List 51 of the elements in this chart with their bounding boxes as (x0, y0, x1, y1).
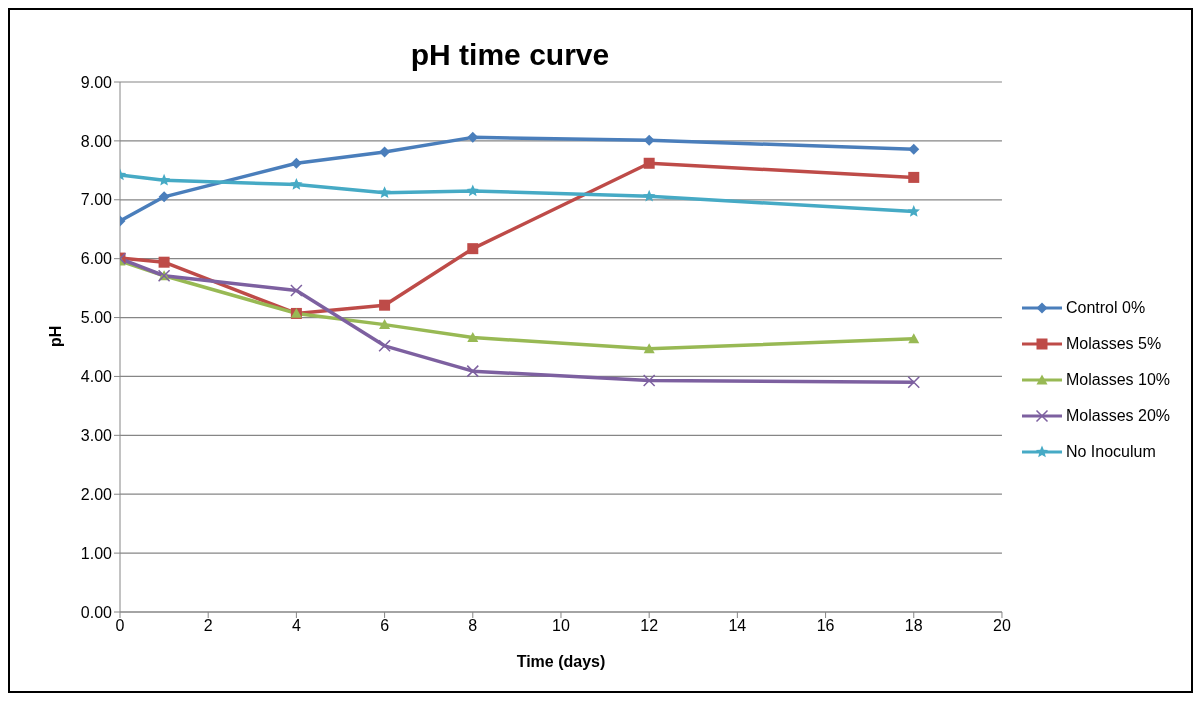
chart-title: pH time curve (409, 37, 611, 72)
y-tick-label: 4.00 (80, 368, 113, 386)
point (290, 177, 303, 190)
x-tick-label: 14 (728, 617, 747, 635)
point (379, 319, 391, 330)
legend-label: Molasses 10% (1065, 370, 1170, 389)
y-tick-label: 9.00 (80, 73, 113, 91)
x-tick-label: 20 (993, 617, 1011, 635)
point (467, 332, 479, 342)
y-tick-label: 8.00 (80, 132, 113, 150)
point (466, 364, 480, 378)
legend-label: No Inoculum (1065, 442, 1156, 461)
point (378, 339, 391, 353)
point (643, 157, 655, 169)
point (907, 376, 921, 389)
point (642, 189, 656, 202)
x-tick-label: 2 (203, 617, 213, 635)
point (158, 191, 170, 203)
point (378, 186, 391, 198)
y-tick-label: 2.00 (80, 485, 113, 503)
point (908, 333, 920, 344)
y-axis-title: pH (46, 325, 64, 347)
x-tick-label: 0 (115, 617, 125, 635)
legend-label: Molasses 20% (1065, 406, 1170, 425)
point (379, 299, 391, 311)
point (290, 157, 302, 169)
x-tick-label: 12 (640, 617, 659, 635)
point (908, 171, 920, 183)
point (290, 284, 303, 297)
y-tick-label: 3.00 (80, 427, 113, 445)
point (466, 184, 479, 197)
point (158, 256, 170, 268)
x-axis-title: Time (days) (516, 653, 606, 670)
point (908, 143, 920, 155)
point (642, 374, 656, 387)
y-tick-label: 5.00 (80, 309, 113, 327)
point (467, 243, 479, 255)
y-tick-label: 6.00 (80, 250, 113, 268)
x-tick-label: 6 (380, 617, 390, 635)
x-tick-label: 4 (291, 617, 301, 635)
x-tick-label: 16 (816, 617, 835, 635)
x-tick-label: 18 (904, 617, 923, 635)
y-tick-label: 0.00 (80, 603, 113, 621)
legend-label: Molasses 5% (1065, 334, 1162, 353)
y-tick-label: 1.00 (80, 544, 113, 562)
legend-label: Control 0% (1065, 298, 1146, 317)
y-tick-label: 7.00 (80, 191, 113, 209)
x-tick-label: 8 (468, 617, 478, 635)
x-tick-label: 10 (552, 617, 570, 635)
point (643, 343, 655, 354)
point (907, 205, 920, 217)
